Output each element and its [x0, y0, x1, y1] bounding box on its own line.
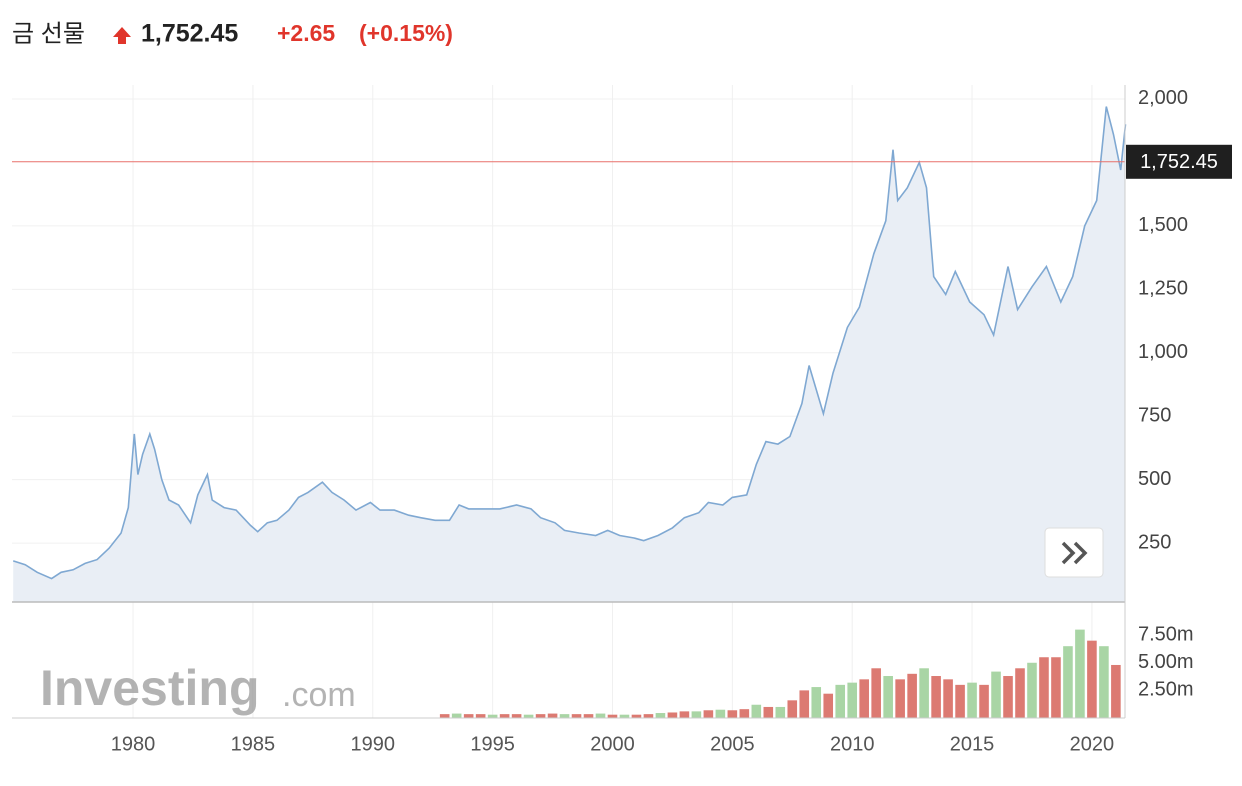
volume-bar — [475, 714, 486, 718]
volume-bar — [1003, 676, 1013, 718]
change: +2.65 — [277, 20, 335, 46]
volume-bar — [655, 713, 666, 718]
y-tick-label: 500 — [1138, 468, 1171, 490]
volume-bar — [799, 690, 810, 718]
volume-bar — [487, 714, 498, 718]
price: 1,752.45 — [141, 20, 238, 48]
x-tick-label: 2000 — [590, 733, 635, 755]
volume-bar — [871, 668, 881, 718]
volume-bar — [583, 714, 594, 718]
volume-bar — [715, 709, 726, 718]
plot: 1980 1985 1990 1995 2000 2005 2010 2015 2020 250 5… — [12, 85, 1232, 755]
volume-bar — [727, 710, 738, 718]
volume-bar — [619, 714, 630, 718]
x-tick-label: 1990 — [351, 733, 396, 755]
instrument-name: 금 선물 — [12, 20, 85, 47]
volume-bar — [451, 713, 462, 718]
y-tick-label: 250 — [1138, 531, 1171, 553]
volume-bar — [943, 679, 953, 718]
x-tick-label: 1995 — [470, 733, 515, 755]
up-arrow — [113, 27, 131, 44]
volume-bar — [559, 714, 570, 718]
volume-bar — [859, 679, 869, 718]
volume-bar — [595, 713, 606, 718]
volume-bar — [1099, 646, 1109, 718]
volume-bar — [535, 714, 546, 718]
volume-bar — [991, 671, 1001, 718]
volume-bar — [775, 706, 786, 718]
volume-bar — [1063, 646, 1073, 718]
volume-bar — [499, 714, 510, 718]
volume-bar — [823, 693, 834, 718]
volume-bar — [1039, 657, 1049, 718]
y-tick-label: 7.50m — [1138, 623, 1194, 645]
volume-bar — [607, 714, 618, 718]
x-tick-label: 2005 — [710, 733, 755, 755]
volume-bar — [847, 682, 857, 718]
volume-bar — [703, 710, 714, 718]
x-tick-label: 2020 — [1070, 733, 1115, 755]
volume-bar — [571, 714, 582, 718]
area — [13, 106, 1126, 602]
volume-bar — [1015, 668, 1025, 718]
volume-bar — [1075, 629, 1085, 718]
volume-bar — [835, 684, 846, 718]
change-pct: (+0.15%) — [359, 20, 453, 46]
y-tick-label: 750 — [1138, 404, 1171, 426]
scroll-button[interactable] — [1044, 527, 1104, 578]
volume-bar — [931, 676, 941, 718]
x-tick-label: 1980 — [111, 733, 156, 755]
volume-bar — [439, 714, 450, 718]
y-tick-label: 2.50m — [1138, 679, 1194, 701]
volume-bar — [979, 684, 989, 718]
x-tick-label: 2010 — [830, 733, 875, 755]
y-tick-label: 1,000 — [1138, 341, 1188, 363]
logo-suffix: .com — [282, 676, 356, 714]
current-price-label: 1,752.45 — [1140, 151, 1218, 173]
y-tick-label: 1,500 — [1138, 214, 1188, 236]
price-line — [12, 106, 1127, 580]
volume-bar — [907, 673, 917, 718]
volume-bar — [667, 712, 678, 718]
volume-bar — [787, 700, 798, 718]
current-price-box — [1126, 144, 1232, 179]
volume-bar — [1051, 657, 1061, 718]
scroll-icon[interactable] — [1061, 541, 1088, 565]
volume-bar — [691, 711, 702, 718]
volume-bar — [919, 668, 929, 718]
volume-bar — [751, 704, 762, 718]
volume-bar — [895, 679, 905, 718]
y-tick-label: 5.00m — [1138, 651, 1194, 673]
volume-bar — [1087, 640, 1097, 718]
volume-bar — [631, 714, 642, 718]
volume-bar — [679, 711, 690, 718]
volume-bar — [739, 709, 750, 718]
volume-bar — [643, 714, 654, 718]
volume-bar — [763, 706, 774, 718]
x-tick-label: 1985 — [231, 733, 276, 755]
logo: Investing — [40, 660, 259, 716]
volume-bar — [883, 676, 893, 718]
y-tick-label: 2,000 — [1138, 87, 1188, 109]
volume-bar — [463, 714, 474, 718]
volume-bar — [955, 684, 965, 718]
volume-bar — [811, 687, 822, 718]
volume-bar — [547, 713, 558, 718]
volume-bar — [523, 714, 534, 718]
y-tick-label: 1,250 — [1138, 278, 1188, 300]
volume-bar — [1027, 662, 1037, 718]
volume-bar — [1111, 664, 1121, 718]
volume-bar — [511, 714, 522, 718]
volume-bar — [967, 682, 977, 718]
x-tick-label: 2015 — [950, 733, 995, 755]
